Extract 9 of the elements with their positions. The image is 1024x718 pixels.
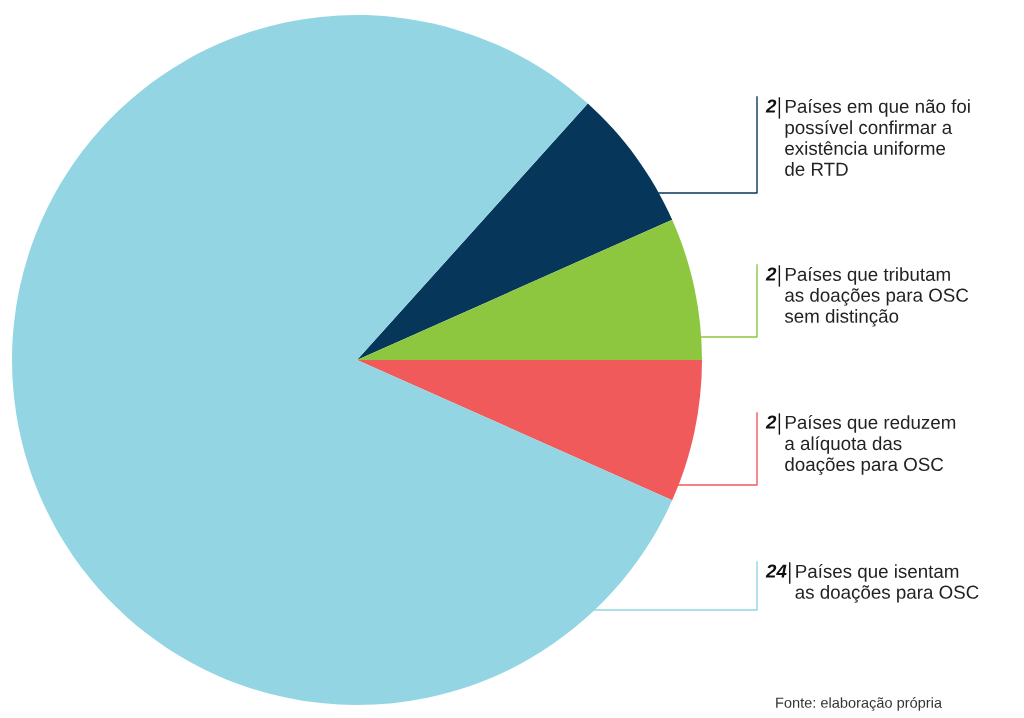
slice-label: Países em que não foi possível confirmar a existência uniforme de RTD bbox=[785, 99, 970, 176]
data-label: 24 bbox=[765, 564, 787, 578]
data-label: 2 bbox=[765, 267, 777, 281]
data-label: 2 bbox=[765, 99, 777, 113]
data-label: 2 bbox=[765, 415, 777, 429]
slice-label: Países que tributam as doações para OSC sem distinção bbox=[784, 267, 969, 327]
source-note: Fonte: elaboração própria bbox=[776, 696, 942, 711]
slice-label: Países que reduzem a alíquota das doações para OSC bbox=[785, 415, 956, 475]
slice-label: Países que isentam as doações para OSC bbox=[795, 564, 979, 603]
